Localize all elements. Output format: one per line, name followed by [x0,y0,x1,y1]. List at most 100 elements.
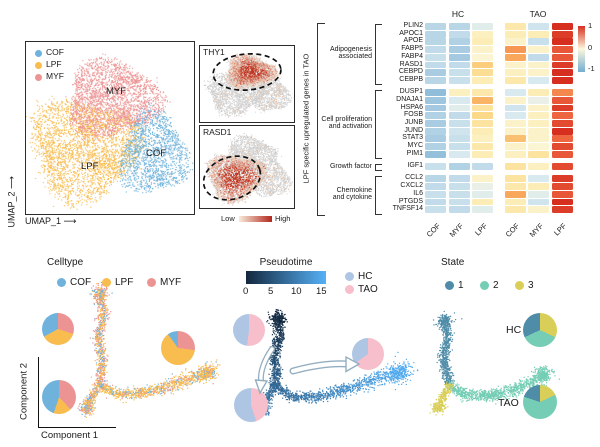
feature-panel-rasd1: RASD1 [199,125,295,209]
heatmap-gene-label: DUSP1 [399,88,423,96]
heatmap-cell [528,150,549,158]
heatmap-cell [472,38,493,46]
legend-dot-myf [35,74,42,81]
heatmap-cell [472,61,493,69]
heatmap-cell [528,183,549,190]
heatmap-cell [472,198,493,206]
heatmap-cell [528,61,549,69]
legend-label-cof: COF [46,47,64,57]
heatmap-cell [448,206,470,214]
heatmap-cell [448,135,470,143]
heatmap-cell [472,69,493,77]
state-pie-tao [523,385,557,419]
heatmap-gene-label: PTGDS [398,197,423,205]
heatmap-category-bracket [375,175,382,215]
state-pie-tao-label: TAO [498,397,519,409]
heatmap-gene-label: PLIN2 [403,22,423,29]
heatmap-cell [425,143,446,150]
heatmap-cell [472,112,493,120]
heatmap-cell [425,38,446,46]
heatmap-cell [504,120,526,127]
heatmap-cell [425,23,446,30]
umap-x-axis-label: UMAP_1 ⟶ [25,216,77,226]
state-pie-hc [523,313,557,347]
expression-scale-low-label: Low [221,214,235,223]
heatmap-cell [504,143,526,150]
heatmap-cell [472,96,493,104]
heatmap-cell [504,69,526,77]
heatmap-category-label: Growth factor [329,162,372,170]
heatmap-cell [551,120,573,127]
cluster-label-lpf: LPF [81,161,99,172]
legend-dot-cof [35,50,42,57]
heatmap-cell [551,89,573,97]
heatmap-gene-label: FABP4 [401,52,423,60]
heatmap-gene-label: IGF1 [407,162,423,170]
heatmap-cell [472,23,493,30]
heatmap-cell [551,46,573,53]
heatmap-cell [472,150,493,158]
heatmap-cell [472,190,493,198]
heatmap-cell [448,150,470,158]
heatmap-cell [528,206,549,214]
heatmap-cell [448,96,470,104]
feature-gene-title: THY1 [203,47,225,57]
heatmap-cell [472,135,493,143]
legend-dot-lpf [35,62,42,69]
heatmap-cell [504,127,526,135]
heatmap-cell [448,23,470,30]
heatmap-cell [528,104,549,112]
celltype-legend-title: Celltype [47,257,84,268]
heatmap-cell [551,143,573,150]
heatmap-gene-label: FABP5 [401,45,423,53]
pseudotime-pie-upper-left [233,314,265,346]
expression-scalebar [239,216,272,222]
heatmap-outer-bracket [317,23,325,216]
heatmap-cell [504,89,526,97]
heatmap-cell [551,104,573,112]
celltype-pie-lower-left [42,380,76,414]
heatmap-cell [528,30,549,38]
heatmap-cell [448,104,470,112]
heatmap-cell [528,46,549,53]
heatmap-category-bracket [375,89,382,160]
heatmap-cell [528,175,549,183]
pseudotime-flow-arrows [254,346,361,395]
heatmap-cell [551,183,573,190]
heatmap-cell [472,143,493,150]
heatmap-cell [425,120,446,127]
umap-scatter-canvas [26,42,194,214]
heatmap-cell [504,46,526,53]
heatmap-cell [528,163,549,170]
heatmap-category-label: Cell proliferation and activation [321,115,372,131]
cluster-label-myf: MYF [106,86,127,97]
heatmap-cell [504,53,526,61]
heatmap-cell [504,206,526,214]
heatmap-gene-label: RASD1 [399,60,423,68]
heatmap-cell [528,23,549,30]
heatmap-cell [504,76,526,84]
heatmap-cell [504,198,526,206]
heatmap-cell [472,76,493,84]
heatmap-gene-label: DNAJA1 [396,95,423,103]
heatmap-cell [448,112,470,120]
heatmap-cell [504,104,526,112]
heatmap-cell [448,38,470,46]
heatmap-cell [472,206,493,214]
heatmap-cell [472,30,493,38]
heatmap-cell [551,38,573,46]
component1-axis-label: Component 1 [41,430,99,441]
heatmap-cell [448,69,470,77]
heatmap-cell [472,120,493,127]
heatmap-cell [472,46,493,53]
rasd1-feature-canvas [200,126,294,208]
heatmap-gene-label: APOE [403,37,423,45]
heatmap-cell [425,96,446,104]
heatmap-category-label: Adipogenesis associated [329,45,372,61]
heatmap-category-bracket [375,23,382,86]
heatmap-cell [504,23,526,30]
heatmap-cell [448,143,470,150]
heatmap-cell [425,30,446,38]
heatmap-cell [528,96,549,104]
